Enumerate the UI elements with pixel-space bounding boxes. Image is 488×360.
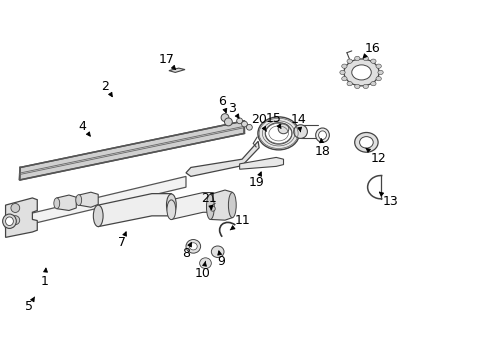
Text: 5: 5 bbox=[25, 297, 35, 313]
Polygon shape bbox=[98, 194, 171, 226]
Ellipse shape bbox=[76, 195, 81, 206]
Ellipse shape bbox=[346, 59, 352, 63]
Ellipse shape bbox=[54, 198, 60, 209]
Polygon shape bbox=[19, 121, 244, 180]
Ellipse shape bbox=[377, 70, 383, 75]
Text: 4: 4 bbox=[79, 120, 90, 136]
Ellipse shape bbox=[362, 56, 367, 60]
Ellipse shape bbox=[315, 128, 329, 142]
Ellipse shape bbox=[221, 114, 228, 122]
Text: 10: 10 bbox=[195, 261, 210, 280]
Ellipse shape bbox=[236, 118, 242, 124]
Polygon shape bbox=[168, 68, 184, 72]
Text: 11: 11 bbox=[230, 214, 250, 230]
Text: 19: 19 bbox=[248, 172, 264, 189]
Text: 20: 20 bbox=[251, 113, 266, 131]
Text: 21: 21 bbox=[201, 192, 217, 210]
Ellipse shape bbox=[354, 56, 359, 60]
Ellipse shape bbox=[199, 258, 211, 269]
Polygon shape bbox=[79, 192, 98, 207]
Ellipse shape bbox=[241, 121, 247, 127]
Ellipse shape bbox=[208, 193, 217, 212]
Ellipse shape bbox=[362, 84, 367, 89]
Ellipse shape bbox=[351, 65, 370, 80]
Ellipse shape bbox=[375, 64, 381, 68]
Ellipse shape bbox=[211, 246, 224, 257]
Polygon shape bbox=[239, 157, 283, 169]
Text: 2: 2 bbox=[102, 80, 112, 97]
Ellipse shape bbox=[341, 76, 346, 81]
Text: 3: 3 bbox=[228, 102, 239, 118]
Ellipse shape bbox=[293, 125, 307, 138]
Ellipse shape bbox=[346, 81, 352, 86]
Polygon shape bbox=[13, 176, 185, 228]
Text: 16: 16 bbox=[363, 41, 379, 58]
Ellipse shape bbox=[264, 123, 291, 144]
Ellipse shape bbox=[341, 64, 346, 68]
Text: 17: 17 bbox=[158, 53, 175, 69]
Ellipse shape bbox=[11, 216, 20, 225]
Polygon shape bbox=[210, 190, 232, 220]
Ellipse shape bbox=[375, 76, 381, 81]
Ellipse shape bbox=[354, 132, 377, 152]
Ellipse shape bbox=[370, 81, 375, 86]
Ellipse shape bbox=[2, 214, 16, 228]
Ellipse shape bbox=[257, 117, 299, 150]
Text: 1: 1 bbox=[41, 268, 48, 288]
Ellipse shape bbox=[206, 194, 214, 220]
Polygon shape bbox=[57, 195, 76, 211]
Text: 15: 15 bbox=[265, 112, 281, 128]
Ellipse shape bbox=[166, 194, 176, 216]
Polygon shape bbox=[185, 141, 259, 176]
Ellipse shape bbox=[318, 131, 326, 139]
Ellipse shape bbox=[5, 217, 13, 226]
Text: 7: 7 bbox=[118, 232, 126, 249]
Text: 8: 8 bbox=[182, 243, 191, 260]
Ellipse shape bbox=[228, 193, 236, 218]
Ellipse shape bbox=[370, 59, 375, 63]
Polygon shape bbox=[171, 193, 212, 220]
Ellipse shape bbox=[189, 243, 197, 250]
Polygon shape bbox=[4, 218, 13, 228]
Ellipse shape bbox=[224, 118, 232, 126]
Text: 12: 12 bbox=[365, 148, 386, 165]
Ellipse shape bbox=[278, 124, 288, 134]
Ellipse shape bbox=[339, 70, 345, 75]
Ellipse shape bbox=[246, 125, 252, 130]
Ellipse shape bbox=[166, 200, 175, 220]
Ellipse shape bbox=[11, 203, 20, 212]
Text: 14: 14 bbox=[290, 113, 305, 132]
Ellipse shape bbox=[354, 84, 359, 89]
Polygon shape bbox=[5, 198, 37, 237]
Text: 6: 6 bbox=[218, 95, 226, 113]
Ellipse shape bbox=[185, 239, 200, 253]
Ellipse shape bbox=[210, 206, 215, 211]
Text: 13: 13 bbox=[379, 192, 398, 208]
Text: 18: 18 bbox=[314, 139, 330, 158]
Ellipse shape bbox=[93, 205, 103, 226]
Text: 9: 9 bbox=[217, 251, 224, 268]
Ellipse shape bbox=[343, 59, 378, 86]
Ellipse shape bbox=[359, 136, 372, 148]
